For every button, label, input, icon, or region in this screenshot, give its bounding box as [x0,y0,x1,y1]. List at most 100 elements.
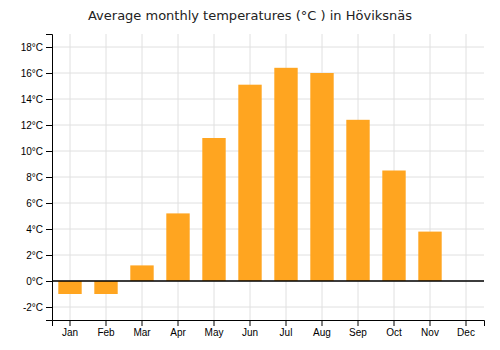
x-tick-mark [466,320,467,326]
x-tick: Nov [421,320,439,338]
bar [346,120,369,281]
y-tick-label: 2°C [26,250,43,261]
x-tick: Dec [457,320,475,338]
x-tick-label: Jan [62,327,78,338]
x-grid-line [466,34,467,320]
y-tick-label: 18°C [21,42,43,53]
bar [310,73,333,281]
y-tick: 16°C [21,68,52,79]
y-tick: 12°C [21,120,52,131]
y-axis-line [46,35,53,321]
x-tick-mark [286,320,287,326]
x-tick: Jul [280,320,293,338]
x-tick: Jun [242,320,258,338]
x-tick: Apr [170,320,186,338]
x-tick: Mar [133,320,151,338]
y-grid-line [52,229,484,230]
y-tick: 4°C [26,224,52,235]
x-grid-line [70,34,71,320]
plot: -2°C 0°C 2°C 4°C 6°C 8°C 10°C 12°C 14°C 16°C 18°C J… [21,34,485,338]
y-tick: 2°C [26,250,52,261]
x-tick-mark [322,320,323,326]
y-tick-mark [46,151,52,152]
y-tick-mark [46,229,52,230]
x-tick-label: Oct [386,327,402,338]
y-tick: 18°C [21,42,52,53]
y-tick-label: 0°C [26,276,43,287]
x-tick-mark [250,320,251,326]
x-tick-mark [70,320,71,326]
grid [52,34,484,320]
y-grid-line [52,281,484,282]
y-grid-line [52,73,484,74]
bar [58,281,81,294]
y-tick-mark [46,73,52,74]
bars [52,68,484,294]
bar [274,68,297,281]
y-tick: -2°C [23,302,52,313]
y-grid-line [52,203,484,204]
y-grid-line [52,177,484,178]
x-tick-label: Dec [457,327,475,338]
y-tick-label: 16°C [21,68,43,79]
x-axis-line [53,321,485,327]
x-tick-mark [214,320,215,326]
x-tick-label: May [205,327,224,338]
y-tick-label: -2°C [23,302,43,313]
x-axis: Jan Feb Mar Apr May Jun Jul Aug Sep Oct Nov Dec [53,320,485,338]
x-tick-label: Feb [97,327,115,338]
x-tick-label: Jul [280,327,293,338]
y-tick: 8°C [26,172,52,183]
x-tick-label: Aug [313,327,331,338]
bar [94,281,117,294]
x-tick: Aug [313,320,331,338]
y-tick-mark [46,125,52,126]
x-tick-label: Apr [170,327,186,338]
y-tick-label: 10°C [21,146,43,157]
y-grid-line [52,151,484,152]
x-grid-line [106,34,107,320]
y-grid-line [52,125,484,126]
y-grid-line [52,307,484,308]
zero-line [52,280,484,282]
y-tick: 10°C [21,146,52,157]
x-tick-mark [106,320,107,326]
x-tick-label: Jun [242,327,258,338]
bar [202,138,225,281]
y-tick-mark [46,255,52,256]
x-tick: Oct [386,320,402,338]
x-tick-mark [178,320,179,326]
y-tick: 0°C [26,276,52,287]
y-tick-label: 14°C [21,94,43,105]
y-tick-mark [46,47,52,48]
y-tick-mark [46,281,52,282]
y-tick-label: 12°C [21,120,43,131]
title: Average monthly temperatures (°C ) in Hö… [88,8,412,23]
bar [238,85,261,281]
x-tick: Jan [62,320,78,338]
y-tick-mark [46,203,52,204]
y-tick: 14°C [21,94,52,105]
bar [130,265,153,281]
y-tick-mark [46,307,52,308]
y-grid-line [52,99,484,100]
y-tick-mark [46,99,52,100]
y-tick-mark [46,177,52,178]
y-tick: 6°C [26,198,52,209]
bar [382,171,405,282]
x-tick-label: Mar [133,327,151,338]
y-axis: -2°C 0°C 2°C 4°C 6°C 8°C 10°C 12°C 14°C 16°C 18°C [21,35,53,321]
y-grid-line [52,47,484,48]
x-tick: Feb [97,320,115,338]
x-tick: Sep [349,320,367,338]
bar [166,213,189,281]
y-tick-label: 6°C [26,198,43,209]
x-tick: May [205,320,224,338]
y-tick-label: 4°C [26,224,43,235]
x-tick-label: Sep [349,327,367,338]
x-tick-mark [430,320,431,326]
x-tick-mark [394,320,395,326]
y-tick-label: 8°C [26,172,43,183]
x-tick-label: Nov [421,327,439,338]
x-tick-mark [358,320,359,326]
